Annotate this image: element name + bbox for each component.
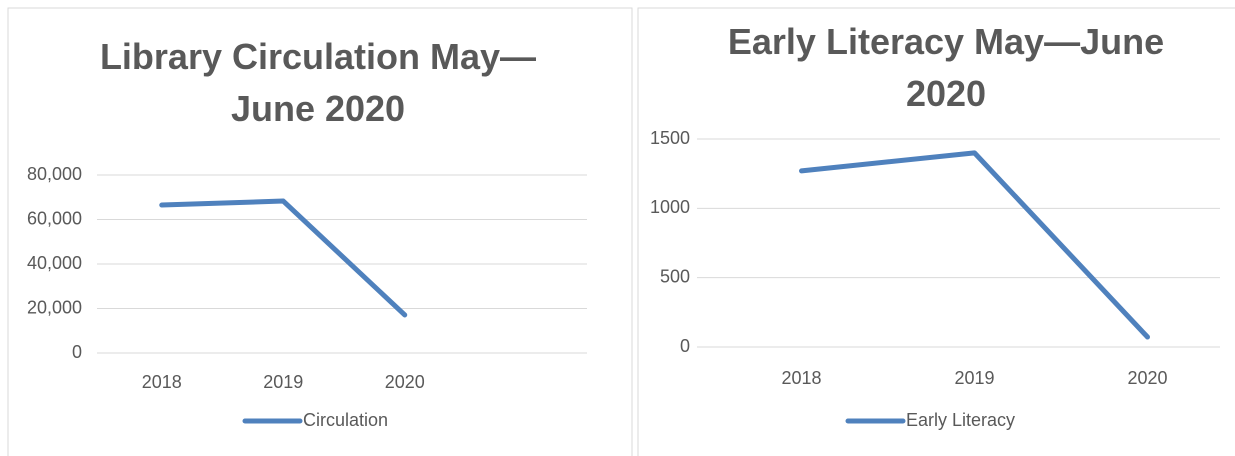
panel-border (637, 7, 1235, 456)
y-tick-label: 80,000 (27, 164, 82, 184)
x-tick-label: 2018 (142, 372, 182, 392)
y-tick-label: 40,000 (27, 253, 82, 273)
y-tick-label: 60,000 (27, 208, 82, 228)
y-tick-label: 20,000 (27, 297, 82, 317)
chart-title: Library Circulation May—June 2020 (99, 36, 537, 129)
y-tick-label: 500 (660, 266, 690, 286)
panel-border (7, 7, 633, 456)
x-tick-label: 2019 (263, 372, 303, 392)
x-tick-label: 2019 (954, 368, 994, 388)
y-tick-label: 1000 (650, 197, 690, 217)
x-tick-label: 2020 (1127, 368, 1167, 388)
x-tick-label: 2018 (781, 368, 821, 388)
data-line (159, 198, 408, 318)
x-tick-label: 2020 (385, 372, 425, 392)
legend-label: Circulation (303, 410, 388, 430)
data-line (799, 150, 1150, 340)
y-tick-label: 1500 (650, 128, 690, 148)
legend-label: Early Literacy (906, 410, 1015, 430)
chart-title: Early Literacy May—June 2020 (727, 21, 1165, 114)
y-tick-label: 0 (680, 336, 690, 356)
y-tick-label: 0 (72, 342, 82, 362)
